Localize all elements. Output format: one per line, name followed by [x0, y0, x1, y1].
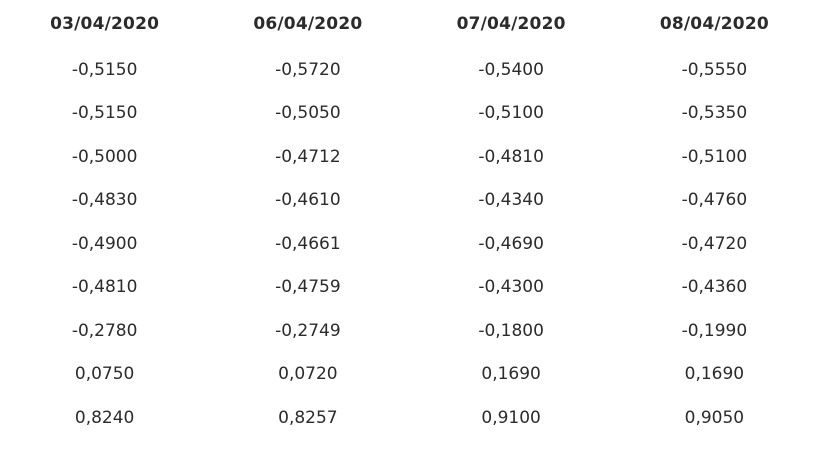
table-cell: -0,4759 [275, 277, 341, 298]
table-row: -0,4900 -0,4661 -0,4690 -0,4720 [3, 222, 816, 266]
table-cell: -0,2749 [275, 320, 341, 341]
table-cell: 0,8240 [74, 407, 135, 428]
table-cell: 0,0720 [278, 364, 338, 385]
table-row: -0,2780 -0,2749 -0,1800 -0,1990 [3, 309, 816, 353]
table-cell: 0,1690 [684, 364, 745, 385]
table-cell: -0,4760 [681, 190, 748, 211]
table-row: -0,5000 -0,4712 -0,4810 -0,5100 [3, 135, 816, 179]
table-row: 0,8240 0,8257 0,9100 0,9050 [3, 396, 816, 440]
table-cell: -0,4830 [71, 190, 138, 211]
table-cell: 0,9050 [684, 407, 745, 428]
table-cell: -0,4720 [681, 233, 748, 254]
rates-table: 03/04/2020 06/04/2020 07/04/2020 08/04/2… [3, 0, 816, 440]
table-row: 0,0750 0,0720 0,1690 0,1690 [3, 353, 816, 397]
table-cell: -0,4610 [275, 190, 341, 211]
table-cell: -0,5400 [478, 59, 544, 80]
table-cell: -0,4690 [478, 233, 544, 254]
table-cell: -0,5000 [71, 146, 138, 167]
table-cell: -0,5100 [681, 146, 748, 167]
table-cell: -0,5720 [275, 59, 341, 80]
column-header-date: 08/04/2020 [659, 14, 769, 34]
table-cell: -0,5100 [478, 103, 544, 124]
table-cell: -0,1800 [478, 320, 544, 341]
table-cell: -0,5050 [275, 103, 341, 124]
column-header-date: 03/04/2020 [50, 14, 160, 34]
table-cell: -0,4661 [275, 233, 341, 254]
table-row: -0,5150 -0,5050 -0,5100 -0,5350 [3, 92, 816, 136]
table-row: -0,5150 -0,5720 -0,5400 -0,5550 [3, 48, 816, 92]
table-cell: -0,1990 [681, 320, 748, 341]
table-cell: -0,4340 [478, 190, 544, 211]
table-cell: -0,5150 [71, 59, 138, 80]
table-cell: 0,1690 [481, 364, 541, 385]
table-cell: -0,4360 [681, 277, 748, 298]
table-cell: 0,0750 [74, 364, 135, 385]
table-cell: -0,4810 [71, 277, 138, 298]
header-row: 03/04/2020 06/04/2020 07/04/2020 08/04/2… [3, 0, 816, 48]
table-row: -0,4830 -0,4610 -0,4340 -0,4760 [3, 179, 816, 223]
table-cell: 0,8257 [278, 407, 338, 428]
table-cell: -0,4810 [478, 146, 544, 167]
table-header: 03/04/2020 06/04/2020 07/04/2020 08/04/2… [3, 0, 816, 48]
column-header-date: 06/04/2020 [253, 14, 363, 34]
table-cell: -0,4300 [478, 277, 544, 298]
table-cell: -0,5550 [681, 59, 748, 80]
table-cell: -0,2780 [71, 320, 138, 341]
table-row: -0,4810 -0,4759 -0,4300 -0,4360 [3, 266, 816, 310]
table-cell: -0,4712 [275, 146, 341, 167]
column-header-date: 07/04/2020 [456, 14, 566, 34]
table-cell: -0,4900 [71, 233, 138, 254]
table-body: -0,5150 -0,5720 -0,5400 -0,5550 -0,5150 … [3, 48, 816, 440]
table-cell: -0,5350 [681, 103, 748, 124]
table-cell: 0,9100 [481, 407, 541, 428]
table-cell: -0,5150 [71, 103, 138, 124]
